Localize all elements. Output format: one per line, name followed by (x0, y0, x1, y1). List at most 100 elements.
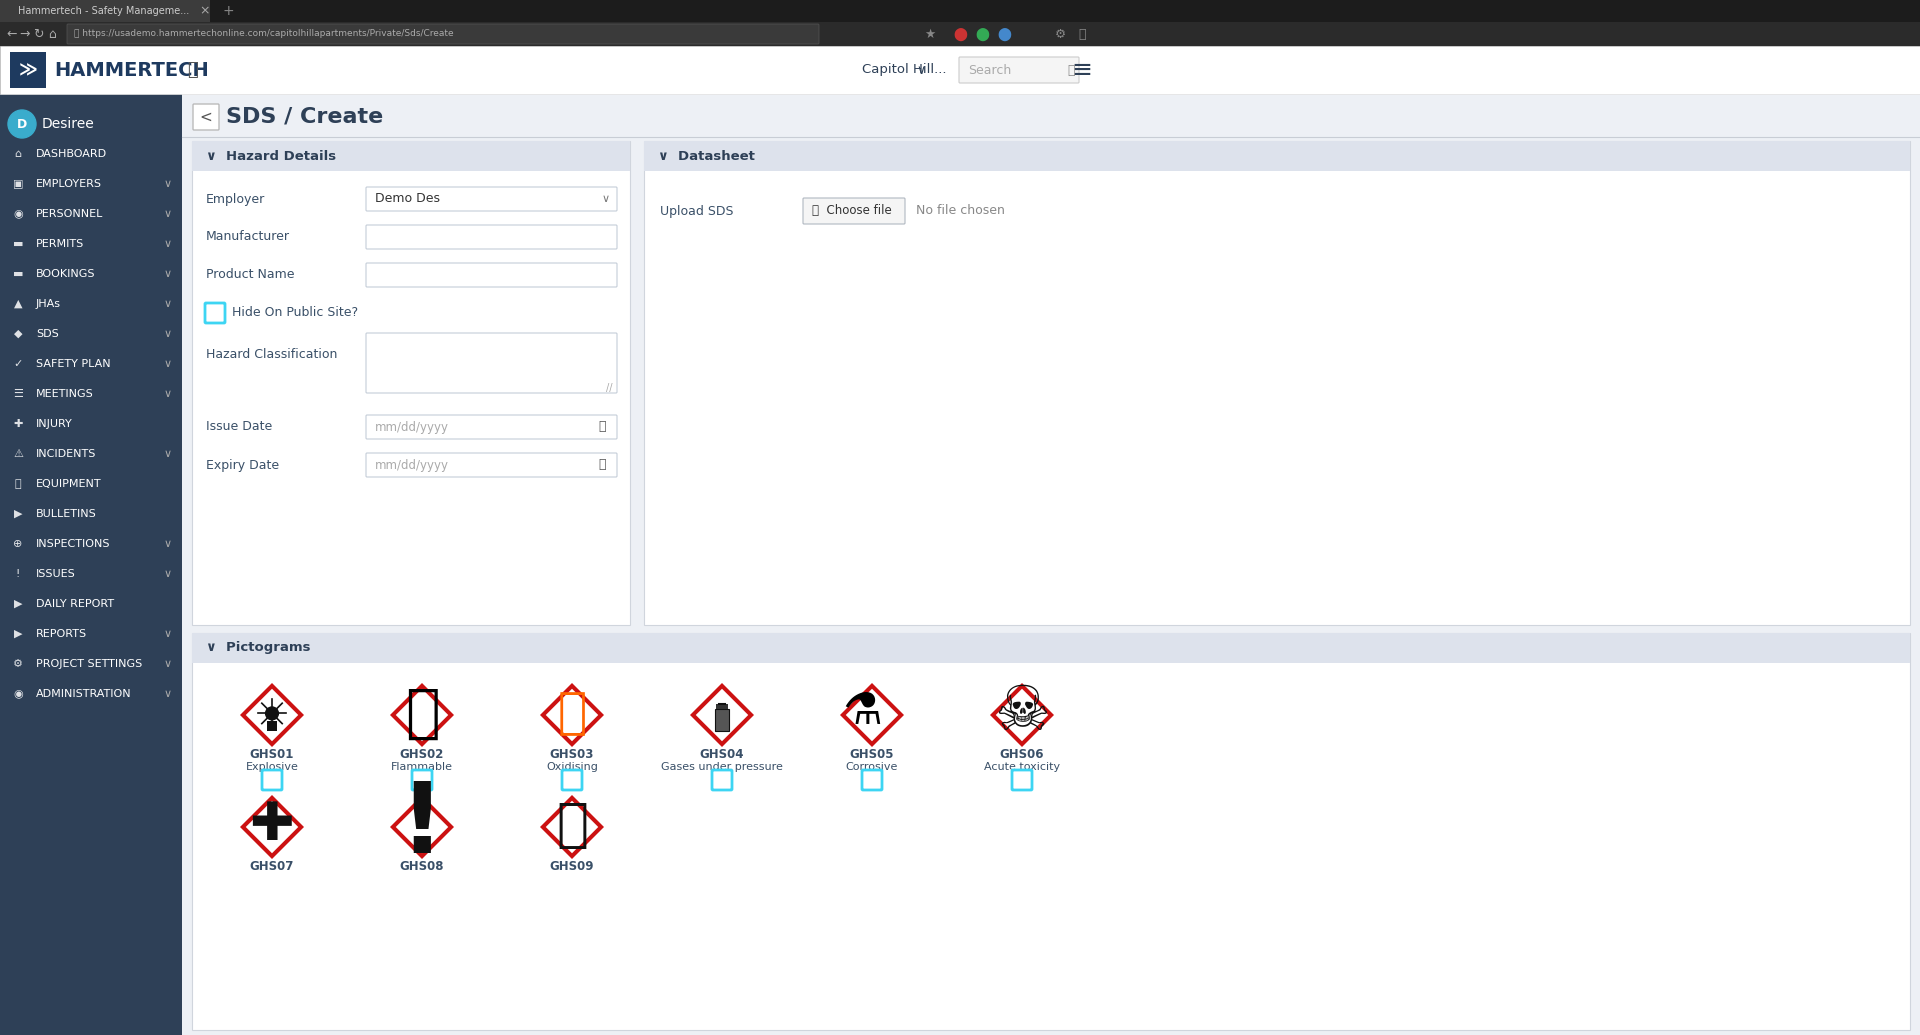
Text: PERMITS: PERMITS (36, 239, 84, 249)
FancyBboxPatch shape (712, 770, 732, 790)
Text: EQUIPMENT: EQUIPMENT (36, 479, 102, 489)
FancyBboxPatch shape (862, 770, 881, 790)
Text: ▶: ▶ (13, 599, 23, 609)
Text: SDS: SDS (36, 329, 60, 339)
FancyBboxPatch shape (367, 453, 616, 477)
Text: Corrosive: Corrosive (847, 762, 899, 772)
FancyBboxPatch shape (0, 0, 1920, 22)
Text: ⌂: ⌂ (48, 28, 56, 40)
Polygon shape (996, 688, 1048, 741)
Text: ✓: ✓ (13, 359, 23, 369)
Polygon shape (540, 795, 605, 859)
Polygon shape (390, 795, 453, 859)
Text: Upload SDS: Upload SDS (660, 205, 733, 217)
Text: ≫: ≫ (19, 61, 36, 79)
Text: //: // (605, 383, 612, 393)
FancyBboxPatch shape (367, 187, 616, 211)
Text: 🔒 https://usademo.hammertechonline.com/capitolhillapartments/Private/Sds/Create: 🔒 https://usademo.hammertechonline.com/c… (75, 30, 453, 38)
FancyBboxPatch shape (267, 721, 276, 731)
FancyBboxPatch shape (192, 141, 630, 171)
FancyBboxPatch shape (182, 94, 1920, 1035)
Text: →: → (19, 28, 31, 40)
Text: GHS03: GHS03 (549, 748, 593, 762)
Text: ∨: ∨ (163, 539, 173, 549)
Text: ∨: ∨ (916, 63, 925, 77)
FancyBboxPatch shape (1012, 770, 1033, 790)
Text: ⊕: ⊕ (13, 539, 23, 549)
Text: SDS / Create: SDS / Create (227, 107, 384, 127)
Text: Acute toxicity: Acute toxicity (983, 762, 1060, 772)
Text: <: < (200, 110, 213, 124)
Text: Employer: Employer (205, 193, 265, 206)
Text: BOOKINGS: BOOKINGS (36, 269, 96, 279)
Polygon shape (540, 683, 605, 747)
Text: SAFETY PLAN: SAFETY PLAN (36, 359, 111, 369)
Text: GHS01: GHS01 (250, 748, 294, 762)
Text: mm/dd/yyyy: mm/dd/yyyy (374, 459, 449, 472)
Text: DAILY REPORT: DAILY REPORT (36, 599, 113, 609)
Text: ▶: ▶ (13, 509, 23, 519)
Text: !: ! (399, 778, 444, 873)
FancyBboxPatch shape (0, 94, 182, 1035)
Text: ∨: ∨ (163, 299, 173, 309)
Text: ∨: ∨ (163, 209, 173, 219)
FancyBboxPatch shape (10, 52, 46, 88)
FancyBboxPatch shape (192, 633, 1910, 1030)
Text: ⚠: ⚠ (13, 449, 23, 459)
Text: JHAs: JHAs (36, 299, 61, 309)
Text: ▬: ▬ (13, 239, 23, 249)
Text: 🔍: 🔍 (1068, 63, 1075, 77)
Text: REPORTS: REPORTS (36, 629, 86, 639)
Polygon shape (396, 688, 447, 741)
Text: Explosive: Explosive (246, 762, 298, 772)
Polygon shape (545, 688, 599, 741)
Text: Product Name: Product Name (205, 268, 294, 282)
Text: ≡: ≡ (1071, 58, 1092, 82)
Text: GHS09: GHS09 (549, 860, 595, 874)
FancyBboxPatch shape (714, 709, 730, 731)
Text: INCIDENTS: INCIDENTS (36, 449, 96, 459)
Text: ∨: ∨ (163, 329, 173, 339)
FancyBboxPatch shape (367, 333, 616, 393)
Text: Gases under pressure: Gases under pressure (660, 762, 783, 772)
Polygon shape (991, 683, 1054, 747)
FancyBboxPatch shape (367, 263, 616, 287)
FancyBboxPatch shape (0, 0, 209, 22)
Text: 📄  Choose file: 📄 Choose file (812, 205, 891, 217)
Text: 👤: 👤 (1079, 28, 1085, 40)
Text: ⚗: ⚗ (843, 688, 883, 732)
Text: GHS08: GHS08 (399, 860, 444, 874)
Text: Hammertech - Safety Manageme...: Hammertech - Safety Manageme... (17, 6, 190, 16)
FancyBboxPatch shape (205, 303, 225, 323)
Text: ∨  Hazard Details: ∨ Hazard Details (205, 149, 336, 162)
Text: PROJECT SETTINGS: PROJECT SETTINGS (36, 659, 142, 669)
FancyBboxPatch shape (803, 198, 904, 224)
Text: ⚙: ⚙ (13, 659, 23, 669)
Text: Desiree: Desiree (42, 117, 94, 131)
FancyBboxPatch shape (643, 141, 1910, 171)
Polygon shape (240, 683, 303, 747)
FancyBboxPatch shape (367, 225, 616, 249)
Text: ↻: ↻ (33, 28, 44, 40)
Text: ⚙: ⚙ (1054, 28, 1066, 40)
FancyBboxPatch shape (367, 415, 616, 439)
Text: ∨  Datasheet: ∨ Datasheet (659, 149, 755, 162)
FancyBboxPatch shape (716, 704, 728, 709)
Text: ∨: ∨ (163, 269, 173, 279)
Text: ∨: ∨ (163, 239, 173, 249)
FancyBboxPatch shape (0, 46, 1920, 94)
Text: BULLETINS: BULLETINS (36, 509, 96, 519)
Text: ⬤: ⬤ (975, 27, 989, 40)
Text: ∨: ∨ (163, 449, 173, 459)
Text: ▶: ▶ (13, 629, 23, 639)
Text: ◉: ◉ (13, 209, 23, 219)
Text: PERSONNEL: PERSONNEL (36, 209, 104, 219)
Polygon shape (246, 801, 298, 853)
Text: ∨: ∨ (163, 179, 173, 189)
Text: Oxidising: Oxidising (545, 762, 597, 772)
Text: ISSUES: ISSUES (36, 569, 75, 579)
Text: 🔧: 🔧 (15, 479, 21, 489)
Text: 🔥: 🔥 (557, 689, 588, 737)
Text: ☠: ☠ (995, 683, 1050, 743)
Text: Hide On Public Site?: Hide On Public Site? (232, 306, 359, 320)
